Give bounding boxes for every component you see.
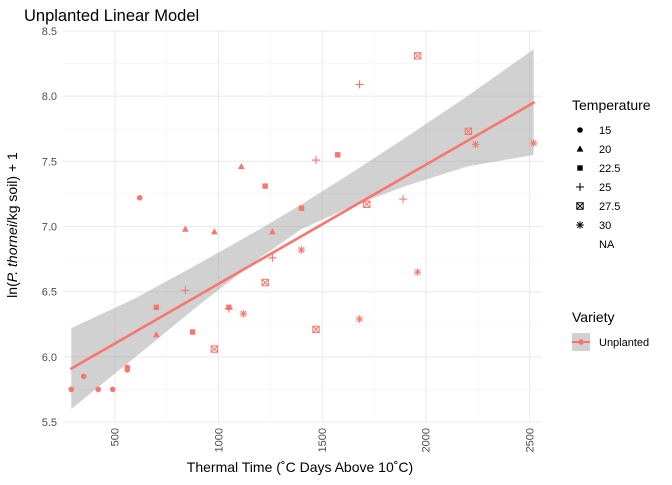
x-tick-label: 1500	[317, 428, 329, 452]
data-point-circle	[95, 386, 102, 393]
data-point-plus	[355, 80, 364, 89]
data-point-plus	[399, 195, 408, 204]
confidence-band	[71, 49, 534, 409]
y-tick-label: 6.5	[42, 287, 57, 299]
legend-key-square	[577, 165, 583, 171]
legend-variety-title: Variety	[572, 309, 615, 325]
grid	[63, 30, 542, 423]
data-point-asterisk	[471, 140, 480, 149]
data-point-square	[335, 152, 341, 158]
y-axis-title-suffix: /kg soil) + 1	[4, 152, 20, 224]
data-point-triangle	[181, 225, 189, 232]
data-point-circle	[136, 195, 143, 201]
data-point-square	[298, 205, 305, 211]
data-point-circle	[124, 364, 131, 371]
data-point-boxx	[363, 200, 371, 209]
legend-key-plus	[576, 183, 584, 191]
data-point-triangle	[152, 331, 160, 338]
data-point-asterisk	[529, 139, 538, 147]
data-point-triangle	[210, 228, 218, 235]
data-point-boxx	[261, 278, 269, 287]
legend-label-temperature: 27.5	[599, 201, 620, 213]
legend-label-temperature: 22.5	[599, 163, 620, 175]
data-point-circle	[68, 386, 75, 393]
y-tick-label: 8.0	[42, 91, 57, 103]
legend-label-temperature: 30	[599, 220, 611, 232]
data-point-triangle	[237, 162, 245, 170]
confidence-band-area	[71, 49, 534, 409]
data-point-plus	[224, 304, 233, 313]
legend-key-point	[578, 339, 584, 345]
x-tick-label: 2000	[421, 428, 433, 452]
y-tick-label: 7.5	[42, 156, 57, 168]
fit-line-path	[69, 101, 536, 370]
x-tick-label: 2500	[524, 428, 536, 452]
legend-label-temperature: 15	[599, 125, 611, 137]
legend-label-temperature: NA	[599, 239, 615, 251]
data-point-boxx	[413, 52, 422, 60]
y-tick-label: 6.0	[42, 352, 57, 364]
data-point-circle	[80, 373, 87, 380]
y-axis-title-prefix: ln(	[4, 282, 20, 298]
y-axis-title-italic: P. thornei	[4, 223, 20, 282]
data-point-boxx	[464, 127, 473, 136]
data-point-plus	[311, 156, 320, 165]
y-axis-title: ln(P. thornei/kg soil) + 1	[4, 152, 20, 298]
data-point-asterisk	[413, 268, 422, 276]
y-axis-ticks: 5.5 6.0 6.5 7.0 7.5 8.0 8.5	[42, 26, 57, 429]
legend-variety: Variety Unplanted	[572, 309, 649, 351]
data-point-asterisk	[239, 310, 248, 318]
data-point-plus	[268, 253, 277, 262]
data-point-circle	[109, 386, 116, 393]
fit-line	[69, 101, 536, 370]
data-point-square	[153, 304, 160, 311]
data-point-plus	[181, 286, 190, 295]
legend-label-variety: Unplanted	[599, 337, 649, 349]
y-tick-label: 7.0	[42, 222, 57, 234]
data-point-asterisk	[297, 246, 306, 254]
chart-title: Unplanted Linear Model	[24, 7, 199, 25]
legend-key-boxx	[576, 202, 584, 210]
x-tick-label: 1000	[213, 428, 225, 452]
data-point-boxx	[210, 345, 219, 353]
legend-key-asterisk	[576, 221, 584, 229]
legend-key-circle	[577, 127, 583, 133]
data-point-square	[262, 183, 268, 189]
data-point-square	[189, 329, 196, 335]
legend-key-triangle	[576, 145, 584, 152]
data-point-triangle	[269, 228, 276, 235]
data-points	[68, 52, 538, 393]
legend-temperature-title: Temperature	[572, 97, 651, 113]
y-tick-label: 5.5	[42, 417, 57, 429]
legend-temperature: Temperature 15 20 22.5 25 27.5 30 NA	[572, 97, 651, 251]
x-tick-label: 500	[110, 428, 122, 446]
legend-label-temperature: 20	[599, 144, 611, 156]
legend-label-temperature: 25	[599, 182, 611, 194]
data-point-boxx	[312, 325, 320, 334]
x-axis-title: Thermal Time (˚C Days Above 10˚C)	[187, 459, 413, 475]
data-point-asterisk	[355, 315, 364, 323]
y-tick-label: 8.5	[42, 26, 57, 38]
x-axis-ticks: 500 1000 1500 2000 2500	[110, 428, 537, 452]
